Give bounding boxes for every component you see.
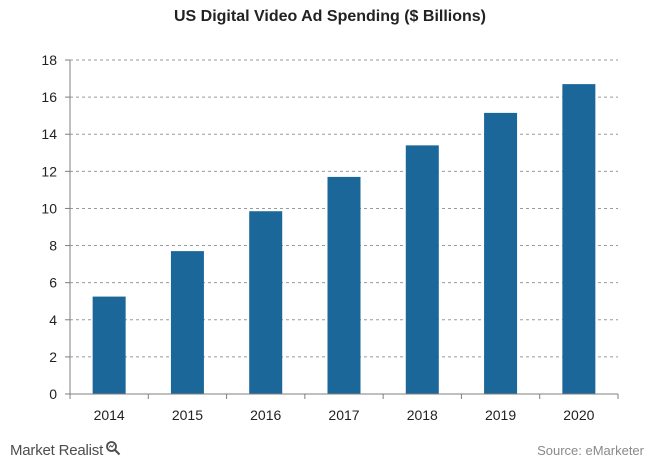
bar-2019 — [484, 112, 518, 394]
y-tick-label: 8 — [49, 238, 57, 254]
x-tick-label: 2020 — [563, 407, 594, 423]
bar-2018 — [405, 145, 439, 394]
y-tick-label: 18 — [41, 52, 57, 68]
bar-2014 — [92, 296, 126, 394]
market-realist-logo: Market Realist — [10, 440, 121, 460]
bars — [92, 84, 596, 394]
bar-2020 — [562, 84, 596, 394]
x-tick-label: 2018 — [407, 407, 438, 423]
bar-2016 — [249, 211, 283, 394]
y-tick-label: 14 — [41, 126, 57, 142]
chart-title: US Digital Video Ad Spending ($ Billions… — [173, 8, 486, 25]
bar-2017 — [327, 176, 361, 394]
bar-chart: 0 2 4 6 8 10 12 14 16 18 2014 2015 2016 2017 2018 2019… — [41, 52, 619, 423]
x-tick-labels: 2014 2015 2016 2017 2018 2019 2020 — [94, 407, 595, 423]
y-tick-label: 10 — [41, 200, 57, 216]
source-note: Source: eMarketer — [537, 443, 644, 458]
bar-2015 — [170, 251, 204, 394]
x-tick-label: 2014 — [94, 407, 125, 423]
y-tick-label: 6 — [49, 275, 57, 291]
x-tick-label: 2016 — [250, 407, 281, 423]
gridlines — [70, 59, 618, 358]
x-tick-label: 2019 — [485, 407, 516, 423]
magnifier-icon — [105, 440, 121, 460]
y-tick-label: 0 — [49, 386, 57, 402]
y-tick-label: 2 — [49, 349, 57, 365]
axes — [65, 59, 619, 399]
y-tick-label: 4 — [49, 312, 57, 328]
brand-label: Market Realist — [10, 441, 104, 459]
x-tick-label: 2017 — [328, 407, 359, 423]
y-tick-labels: 0 2 4 6 8 10 12 14 16 18 — [41, 52, 57, 402]
y-tick-label: 16 — [41, 89, 57, 105]
x-tick-label: 2015 — [172, 407, 203, 423]
y-tick-label: 12 — [41, 163, 57, 179]
